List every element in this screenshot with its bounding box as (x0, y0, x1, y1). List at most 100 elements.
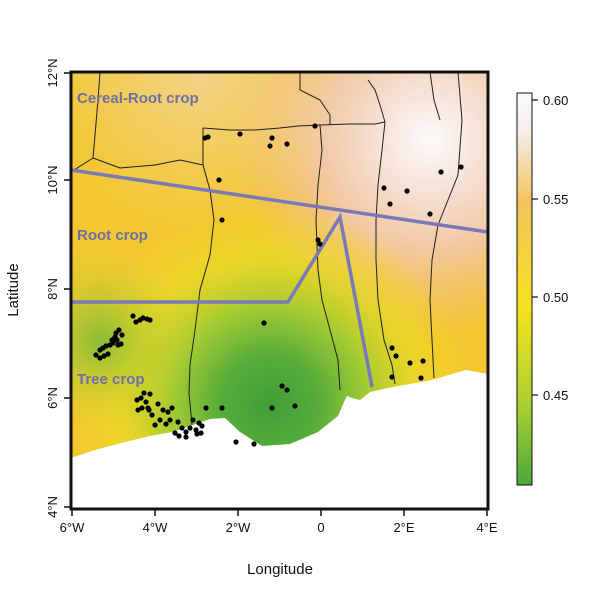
y-tick-4n: 4°N (45, 496, 60, 518)
x-tick-6w: 6°W (60, 520, 85, 535)
site-marker (167, 417, 173, 423)
y-tick-8n: 8°N (45, 278, 60, 300)
site-marker (176, 433, 182, 439)
x-tick-4e: 4°E (476, 520, 497, 535)
site-marker (418, 375, 424, 381)
site-marker (381, 185, 387, 191)
site-marker (93, 352, 99, 358)
site-marker (261, 320, 267, 326)
x-axis-label: Longitude (247, 561, 313, 578)
site-marker (267, 143, 273, 149)
site-marker (312, 123, 318, 129)
site-marker (279, 383, 285, 389)
site-marker (251, 441, 257, 447)
site-marker (140, 315, 146, 321)
colorbar-tick-050: 0.50 (543, 290, 568, 305)
site-marker (404, 188, 410, 194)
y-axis-label: Latitude (5, 263, 22, 316)
site-marker (175, 419, 181, 425)
site-marker (163, 421, 169, 427)
site-marker (202, 135, 208, 141)
site-marker (219, 405, 225, 411)
site-marker (165, 409, 171, 415)
y-axis (64, 72, 71, 508)
site-marker (115, 342, 121, 348)
zone-label-root: Root crop (77, 227, 148, 244)
site-marker (317, 241, 323, 247)
site-marker (130, 313, 136, 319)
cereal-root-boundary (71, 168, 488, 234)
site-marker (101, 353, 107, 359)
zone-label-tree: Tree crop (77, 371, 145, 388)
site-marker (190, 417, 196, 423)
y-tick-6n: 6°N (45, 387, 60, 409)
site-marker (407, 360, 413, 366)
site-marker (284, 387, 290, 393)
site-marker (146, 407, 152, 413)
site-marker (139, 405, 145, 411)
site-marker (169, 405, 175, 411)
site-marker (135, 407, 141, 413)
site-marker (292, 403, 298, 409)
site-marker (219, 217, 225, 223)
site-marker (233, 439, 239, 445)
site-marker (269, 135, 275, 141)
sites-layer (93, 123, 464, 447)
site-marker (216, 177, 222, 183)
site-marker (194, 431, 200, 437)
site-marker (133, 319, 139, 325)
colorbar-tick-045: 0.45 (543, 388, 568, 403)
y-tick-10n: 10°N (45, 165, 60, 194)
sea-area (71, 370, 488, 509)
site-marker (393, 353, 399, 359)
site-marker (155, 401, 161, 407)
site-marker (105, 351, 111, 357)
site-marker (147, 391, 153, 397)
site-marker (147, 317, 153, 323)
site-marker (109, 337, 115, 343)
site-marker (284, 141, 290, 147)
site-marker (172, 430, 178, 436)
zone-label-cereal-root: Cereal-Root crop (77, 90, 199, 107)
x-tick-2w: 2°W (226, 520, 251, 535)
site-marker (138, 395, 144, 401)
site-marker (103, 343, 109, 349)
site-marker (237, 131, 243, 137)
zone-boundaries (71, 168, 488, 388)
site-marker (183, 434, 189, 440)
site-marker (193, 427, 199, 433)
colorbar-ramp (516, 92, 533, 486)
site-marker (97, 355, 103, 361)
x-tick-0: 0 (317, 520, 324, 535)
site-marker (389, 374, 395, 380)
site-marker (199, 423, 205, 429)
site-marker (143, 399, 149, 405)
x-tick-4w: 4°W (143, 520, 168, 535)
site-marker (387, 201, 393, 207)
site-marker (458, 164, 464, 170)
site-marker (187, 425, 193, 431)
map-panel: Cereal-Root crop Root crop Tree crop (71, 72, 488, 509)
y-tick-12n: 12°N (45, 58, 60, 87)
site-marker (152, 422, 158, 428)
site-marker (183, 429, 189, 435)
site-marker (160, 407, 166, 413)
root-tree-boundary (71, 212, 374, 388)
x-tick-2e: 2°E (393, 520, 414, 535)
site-marker (141, 390, 147, 396)
site-marker (198, 430, 204, 436)
site-marker (157, 417, 163, 423)
colorbar-tick-060: 0.60 (543, 93, 568, 108)
site-marker (389, 345, 395, 351)
site-marker (315, 237, 321, 243)
colorbar: 0.45 0.50 0.55 0.60 (516, 92, 568, 486)
colorbar-tick-055: 0.55 (543, 192, 568, 207)
country-borders (71, 72, 463, 426)
map-frame (69, 70, 490, 511)
site-marker (427, 211, 433, 217)
site-marker (438, 169, 444, 175)
site-marker (134, 397, 140, 403)
site-marker (179, 425, 185, 431)
x-axis (71, 509, 488, 516)
